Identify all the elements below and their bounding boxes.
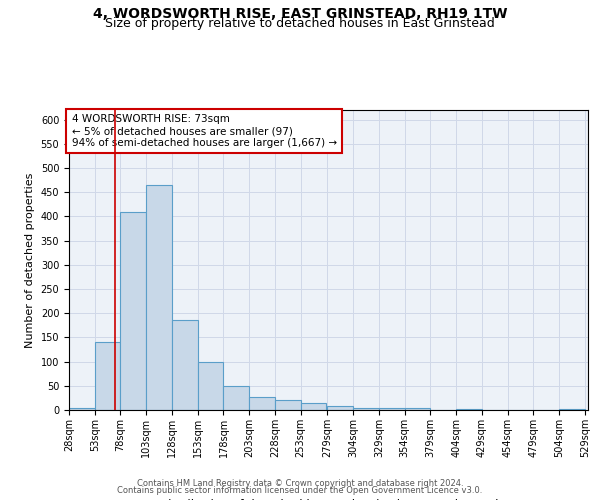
Text: 4 WORDSWORTH RISE: 73sqm
← 5% of detached houses are smaller (97)
94% of semi-de: 4 WORDSWORTH RISE: 73sqm ← 5% of detache… [71, 114, 337, 148]
Text: Contains public sector information licensed under the Open Government Licence v3: Contains public sector information licen… [118, 486, 482, 495]
Bar [69, 408, 95, 410]
Text: Size of property relative to detached houses in East Grinstead: Size of property relative to detached ho… [105, 18, 495, 30]
Bar [198, 362, 223, 410]
Bar [95, 342, 121, 410]
Bar [559, 409, 585, 410]
Bar [456, 408, 482, 410]
Bar [223, 386, 249, 410]
Bar [301, 402, 326, 410]
Bar [405, 408, 430, 410]
Bar [275, 400, 301, 410]
X-axis label: Distribution of detached houses by size in East Grinstead: Distribution of detached houses by size … [159, 498, 498, 500]
Text: 4, WORDSWORTH RISE, EAST GRINSTEAD, RH19 1TW: 4, WORDSWORTH RISE, EAST GRINSTEAD, RH19… [93, 8, 507, 22]
Bar [353, 408, 379, 410]
Bar [172, 320, 198, 410]
Bar [379, 408, 405, 410]
Bar [249, 397, 275, 410]
Bar [328, 406, 353, 410]
Y-axis label: Number of detached properties: Number of detached properties [25, 172, 35, 348]
Bar [121, 212, 146, 410]
Text: Contains HM Land Registry data © Crown copyright and database right 2024.: Contains HM Land Registry data © Crown c… [137, 478, 463, 488]
Bar [146, 185, 172, 410]
